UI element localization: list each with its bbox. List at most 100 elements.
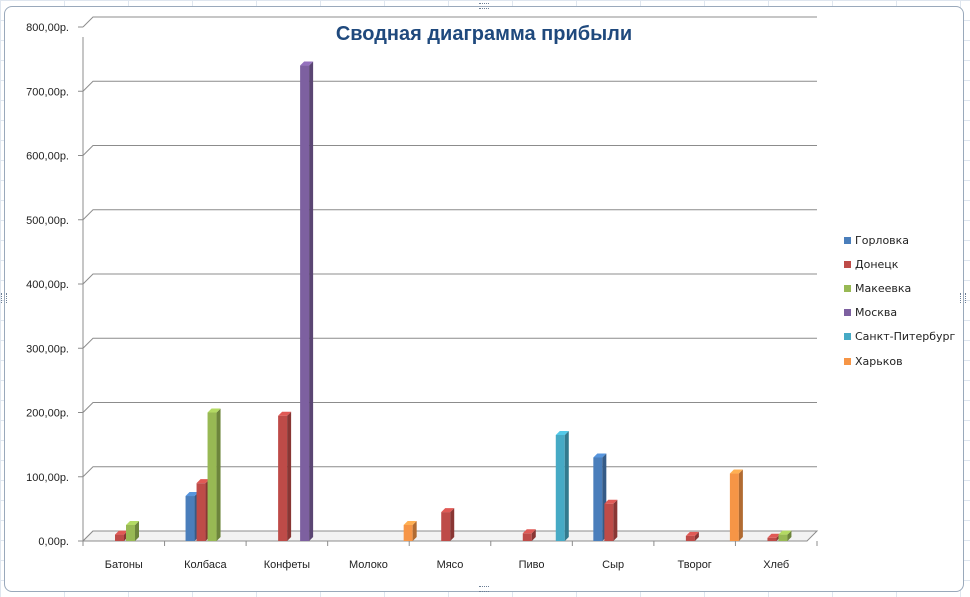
bar[interactable] <box>522 529 536 541</box>
bar-side <box>787 530 792 541</box>
axes <box>78 26 819 546</box>
y-tick-label: 400,00р. <box>26 279 69 291</box>
y-tick-label: 800,00р. <box>26 22 69 34</box>
legend-item: Донецк <box>844 252 968 276</box>
bar[interactable] <box>604 499 618 541</box>
bar-front <box>441 512 451 541</box>
bar-top <box>767 533 781 538</box>
legend-item: Горловка <box>844 228 968 252</box>
bar[interactable] <box>278 411 292 541</box>
bar[interactable] <box>403 520 417 541</box>
bar[interactable] <box>207 408 221 542</box>
bar-top <box>685 531 699 536</box>
x-tick-label: Молоко <box>349 559 388 571</box>
bar[interactable] <box>729 469 743 541</box>
bar-front <box>778 534 788 541</box>
legend-item: Харьков <box>844 349 968 373</box>
bar[interactable] <box>778 530 792 541</box>
bar-top <box>115 530 128 535</box>
bottom-resize-handle[interactable] <box>479 586 489 592</box>
bar-front <box>300 65 310 542</box>
x-tick-label: Мясо <box>437 559 464 571</box>
y-tick-label: 200,00р. <box>26 408 69 420</box>
y-tick-labels: 0,00р. 100,00р. 200,00р. 300,00р. 400,00р. 50… <box>26 22 69 548</box>
gridline <box>82 16 817 28</box>
bar-side <box>613 499 618 541</box>
legend-label: Макеевка <box>855 281 912 295</box>
legend-item: Москва <box>844 301 968 325</box>
right-resize-handle[interactable] <box>960 293 966 303</box>
bar-top <box>729 469 743 474</box>
gridline <box>82 337 817 349</box>
y-tick-label: 500,00р. <box>26 215 69 227</box>
bar-front <box>729 473 739 541</box>
legend-label: Донецк <box>855 257 899 271</box>
gridline <box>82 209 817 221</box>
bar-top <box>185 492 199 497</box>
x-tick-label: Батоны <box>105 559 143 571</box>
chart-area[interactable] <box>1 3 966 592</box>
x-tick-label: Колбаса <box>184 559 227 571</box>
gridline <box>82 402 817 413</box>
bar-front <box>522 533 532 541</box>
bar-side <box>216 408 221 541</box>
legend-label: Москва <box>855 306 898 320</box>
bar-side <box>531 529 536 541</box>
y-tick-label: 0,00р. <box>38 536 69 548</box>
bar-top <box>604 499 618 504</box>
left-resize-handle[interactable] <box>1 293 7 303</box>
bar-front <box>196 483 206 541</box>
top-resize-handle[interactable] <box>479 3 489 9</box>
bar[interactable] <box>441 508 455 541</box>
bar-top <box>593 453 607 458</box>
gridline <box>82 466 817 478</box>
bar-side <box>412 520 417 541</box>
y-tick-label: 700,00р. <box>26 86 69 98</box>
bars <box>115 61 792 542</box>
x-tick-label: Творог <box>678 559 712 571</box>
bar-top <box>778 530 792 535</box>
x-tick-labels: Батоны Колбаса Конфеты Молоко Мясо Пиво Сыр Тво… <box>105 559 790 571</box>
bar-top <box>300 61 314 66</box>
legend-swatch <box>844 236 851 244</box>
bar[interactable] <box>555 430 569 541</box>
bar[interactable] <box>685 531 699 541</box>
legend-item: Макеевка <box>844 276 968 300</box>
y-tick-label: 600,00р. <box>26 151 69 163</box>
legend-label: Горловка <box>855 233 910 247</box>
bar-side <box>450 508 455 541</box>
y-tick-label: 300,00р. <box>26 343 69 355</box>
bar-side <box>135 520 139 541</box>
bar-side <box>564 430 569 541</box>
legend-label: Харьков <box>855 354 903 368</box>
bar-front <box>278 415 288 541</box>
bar-side <box>738 469 743 541</box>
bar-top <box>126 520 139 525</box>
legend: Горловка Донецк Макеевка Москва Санкт-Питерб… <box>844 228 968 373</box>
gridline <box>82 80 817 92</box>
chart-title: Сводная диаграмма прибыли <box>336 23 632 45</box>
gridline <box>82 273 817 285</box>
bar-top <box>207 408 221 413</box>
legend-swatch <box>844 357 851 365</box>
bar-side <box>309 61 314 542</box>
bar-top <box>522 529 536 534</box>
bar-front <box>185 496 195 541</box>
bar-front <box>593 457 603 541</box>
bar-front <box>207 412 217 541</box>
bar-front <box>685 535 695 541</box>
x-tick-label: Хлеб <box>763 559 789 571</box>
x-tick-label: Пиво <box>519 559 545 571</box>
bar-front <box>767 537 777 541</box>
bar-front <box>403 524 413 541</box>
bar[interactable] <box>126 520 139 541</box>
bar[interactable] <box>593 453 607 541</box>
bar-front <box>115 534 124 541</box>
bar-top <box>441 508 455 513</box>
legend-item: Санкт-Питербург <box>844 325 968 349</box>
bar-front <box>604 503 614 541</box>
legend-swatch <box>844 333 851 341</box>
bar[interactable] <box>300 61 314 542</box>
legend-swatch <box>844 260 851 268</box>
